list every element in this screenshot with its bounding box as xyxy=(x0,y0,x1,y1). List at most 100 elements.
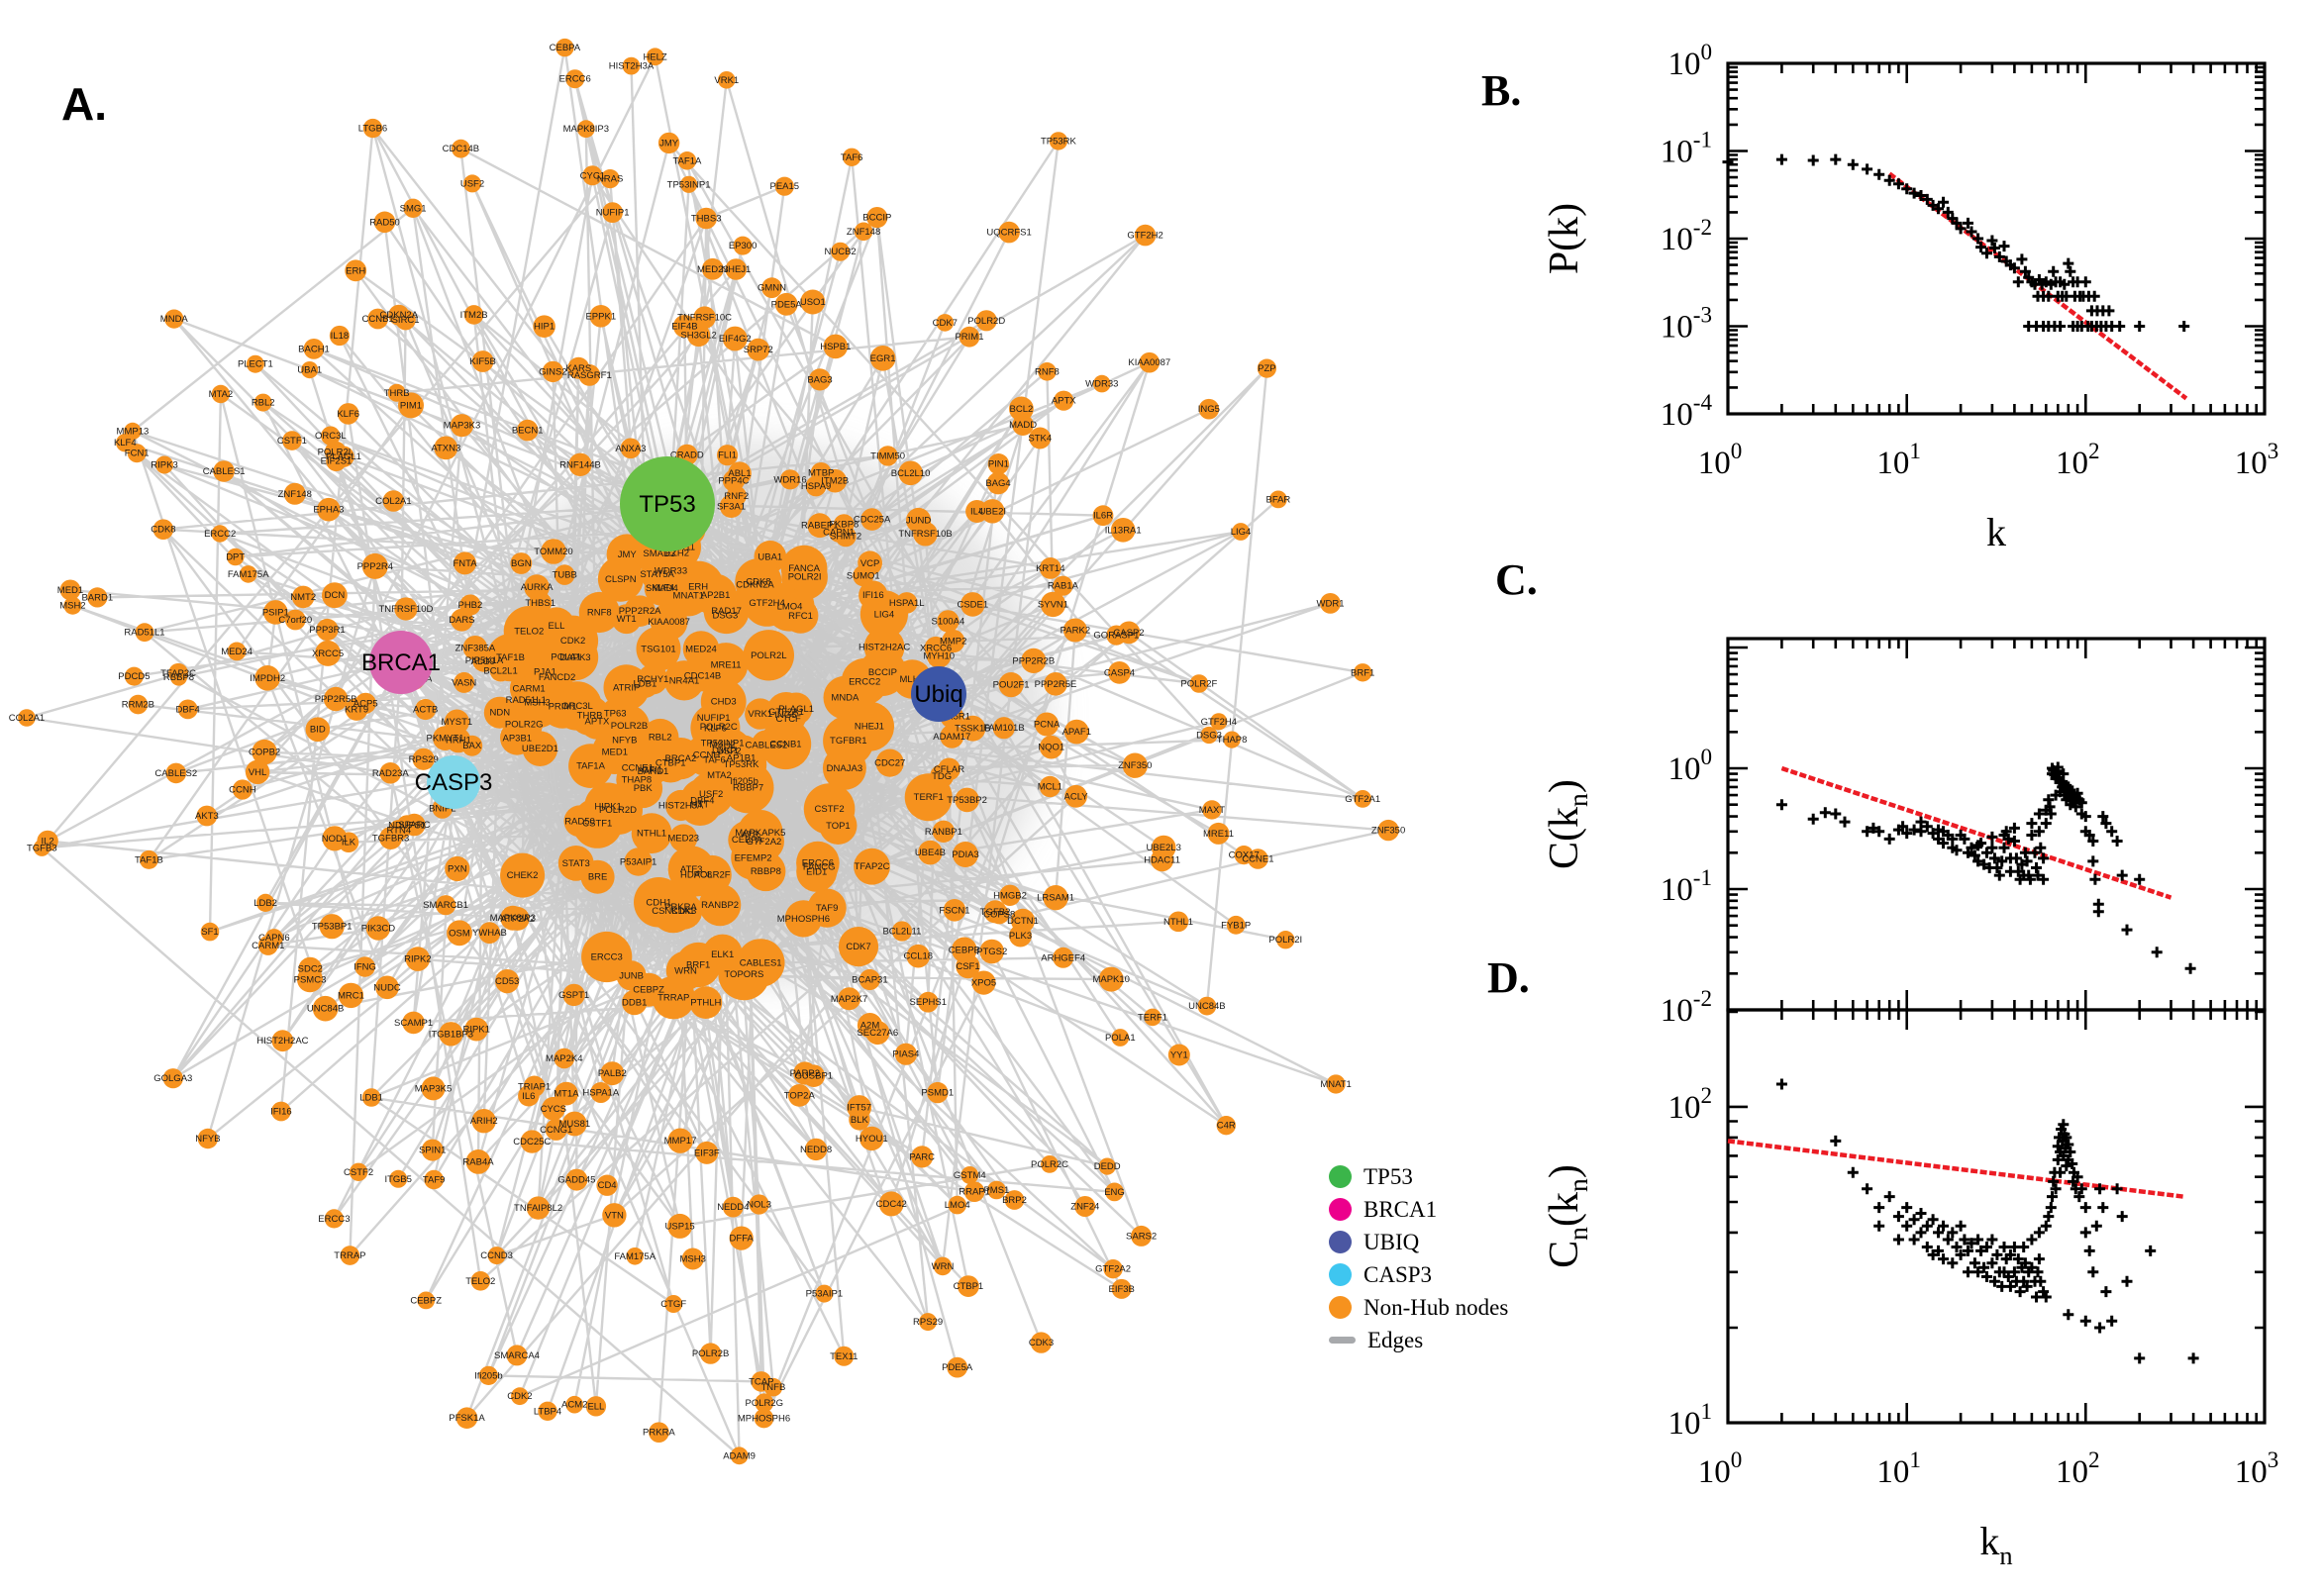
svg-text:RANBP2: RANBP2 xyxy=(701,900,739,911)
svg-text:PCNA: PCNA xyxy=(1034,720,1060,731)
svg-text:LMO4: LMO4 xyxy=(945,1200,970,1211)
svg-text:PDE5A: PDE5A xyxy=(942,1362,973,1373)
svg-text:LIG4: LIG4 xyxy=(1231,527,1252,538)
svg-text:ING5: ING5 xyxy=(774,710,796,721)
svg-text:MYH10: MYH10 xyxy=(923,650,955,661)
svg-text:CCNB1: CCNB1 xyxy=(769,739,801,749)
svg-text:BNIPL: BNIPL xyxy=(429,804,455,815)
svg-text:PIN1: PIN1 xyxy=(988,459,1009,470)
svg-text:USF2: USF2 xyxy=(460,178,484,189)
svg-text:TOMM20: TOMM20 xyxy=(534,547,572,557)
svg-text:HSPA1A: HSPA1A xyxy=(582,1088,619,1099)
svg-text:PPP2R2B: PPP2R2B xyxy=(1012,655,1055,666)
network-nodes xyxy=(18,38,1399,1465)
svg-text:ORC3L: ORC3L xyxy=(315,431,347,442)
axis-tick-label: 100 xyxy=(1667,39,1712,82)
svg-text:CSDE1: CSDE1 xyxy=(957,599,988,610)
svg-text:GTF2A2: GTF2A2 xyxy=(746,837,781,848)
hub-node-tp53 xyxy=(620,456,715,551)
svg-text:PPP2R2A: PPP2R2A xyxy=(619,606,661,617)
svg-text:WDR33: WDR33 xyxy=(1085,379,1118,390)
svg-text:VRK1: VRK1 xyxy=(748,709,772,720)
svg-text:GADD45: GADD45 xyxy=(557,1175,595,1186)
svg-text:PIK3CD: PIK3CD xyxy=(361,924,395,935)
svg-text:CCNB1: CCNB1 xyxy=(361,314,393,325)
fit-line xyxy=(1780,765,2172,900)
svg-text:PTGS2: PTGS2 xyxy=(976,947,1007,957)
svg-text:RCHY1: RCHY1 xyxy=(637,674,668,685)
svg-text:RAB4A: RAB4A xyxy=(462,1156,494,1167)
svg-text:CSNK1A1: CSNK1A1 xyxy=(652,906,694,917)
svg-text:WDR16: WDR16 xyxy=(773,474,806,485)
svg-text:MNDA: MNDA xyxy=(160,314,189,325)
svg-text:MSH2: MSH2 xyxy=(59,601,85,612)
svg-text:DCTN1: DCTN1 xyxy=(1007,916,1039,927)
svg-text:TOP2A: TOP2A xyxy=(784,1090,816,1101)
svg-text:RBBP8: RBBP8 xyxy=(751,866,781,877)
panel-b-label: B. xyxy=(1481,66,1522,115)
svg-text:NHEJ1: NHEJ1 xyxy=(721,264,751,275)
svg-text:RBBP8: RBBP8 xyxy=(163,672,194,683)
svg-text:HMGB2: HMGB2 xyxy=(993,890,1027,901)
svg-text:TRRAP: TRRAP xyxy=(657,993,689,1004)
svg-text:BCAP31: BCAP31 xyxy=(852,975,887,986)
svg-text:POLR2I: POLR2I xyxy=(788,572,822,583)
svg-text:CARM1: CARM1 xyxy=(252,941,284,951)
svg-text:MTA2: MTA2 xyxy=(707,770,732,781)
svg-text:PARC: PARC xyxy=(909,1151,935,1162)
svg-text:FAM175A: FAM175A xyxy=(228,569,269,580)
svg-text:ELK1: ELK1 xyxy=(711,949,734,960)
svg-text:EFEMP2: EFEMP2 xyxy=(735,852,772,863)
svg-text:WDR33: WDR33 xyxy=(655,566,687,577)
svg-text:SH3GL2: SH3GL2 xyxy=(680,331,716,342)
svg-text:ATRIP: ATRIP xyxy=(613,683,640,694)
svg-text:CSTF1: CSTF1 xyxy=(277,436,307,447)
svg-text:EIF4G2: EIF4G2 xyxy=(719,334,752,345)
svg-text:ITGB5: ITGB5 xyxy=(384,1174,411,1185)
svg-text:IL4: IL4 xyxy=(970,507,983,518)
svg-text:NR4A1: NR4A1 xyxy=(669,675,700,686)
svg-text:RNF8: RNF8 xyxy=(587,608,612,619)
svg-text:PSIP1: PSIP1 xyxy=(262,607,289,618)
svg-text:ALG9: ALG9 xyxy=(471,656,495,667)
svg-text:RBL2: RBL2 xyxy=(649,733,672,744)
svg-text:CHEK2: CHEK2 xyxy=(507,870,539,881)
svg-text:BCL2L10: BCL2L10 xyxy=(891,468,931,479)
svg-text:ANXA3: ANXA3 xyxy=(615,444,646,454)
svg-text:ELL: ELL xyxy=(549,621,565,632)
svg-text:HRH1: HRH1 xyxy=(446,736,471,747)
svg-text:BARD1: BARD1 xyxy=(81,592,113,603)
svg-text:UBE2D1: UBE2D1 xyxy=(522,744,558,754)
svg-text:CCNH: CCNH xyxy=(693,750,721,761)
svg-text:GINS2: GINS2 xyxy=(539,366,567,377)
svg-text:POLR2L: POLR2L xyxy=(751,650,786,661)
svg-text:RAD51L1: RAD51L1 xyxy=(124,628,164,639)
fit-line xyxy=(1727,1139,2183,1199)
svg-text:TIMM50: TIMM50 xyxy=(870,450,905,461)
svg-text:MADD: MADD xyxy=(1009,420,1037,431)
svg-text:COPB2: COPB2 xyxy=(249,748,280,758)
axis-tick-label: 102 xyxy=(2056,1446,2100,1490)
svg-text:CRADD: CRADD xyxy=(670,450,704,461)
legend-item-non-hub-nodes: Non-Hub nodes xyxy=(1329,1291,1508,1324)
svg-text:HIST2H3A: HIST2H3A xyxy=(658,801,704,812)
svg-text:NTHL1: NTHL1 xyxy=(637,829,666,840)
svg-text:MAPK10: MAPK10 xyxy=(1092,974,1130,985)
svg-text:ZNF24: ZNF24 xyxy=(1070,1202,1099,1213)
svg-text:BRE: BRE xyxy=(588,872,608,883)
svg-text:PZP: PZP xyxy=(1258,363,1275,374)
svg-text:PARP2: PARP2 xyxy=(790,1068,820,1079)
svg-text:XPO5: XPO5 xyxy=(971,978,996,989)
svg-text:AP2B1: AP2B1 xyxy=(701,590,731,601)
legend-label: CASP3 xyxy=(1364,1261,1433,1287)
svg-text:ZNF148: ZNF148 xyxy=(278,489,312,500)
legend-swatch-icon xyxy=(1329,1165,1352,1188)
svg-text:FANCG: FANCG xyxy=(803,861,836,872)
legend-label: Edges xyxy=(1367,1327,1424,1352)
legend-label: TP53 xyxy=(1364,1163,1413,1189)
svg-text:CD4: CD4 xyxy=(598,1180,617,1191)
svg-text:ELL: ELL xyxy=(587,1401,604,1412)
svg-text:CCNH: CCNH xyxy=(229,785,256,796)
